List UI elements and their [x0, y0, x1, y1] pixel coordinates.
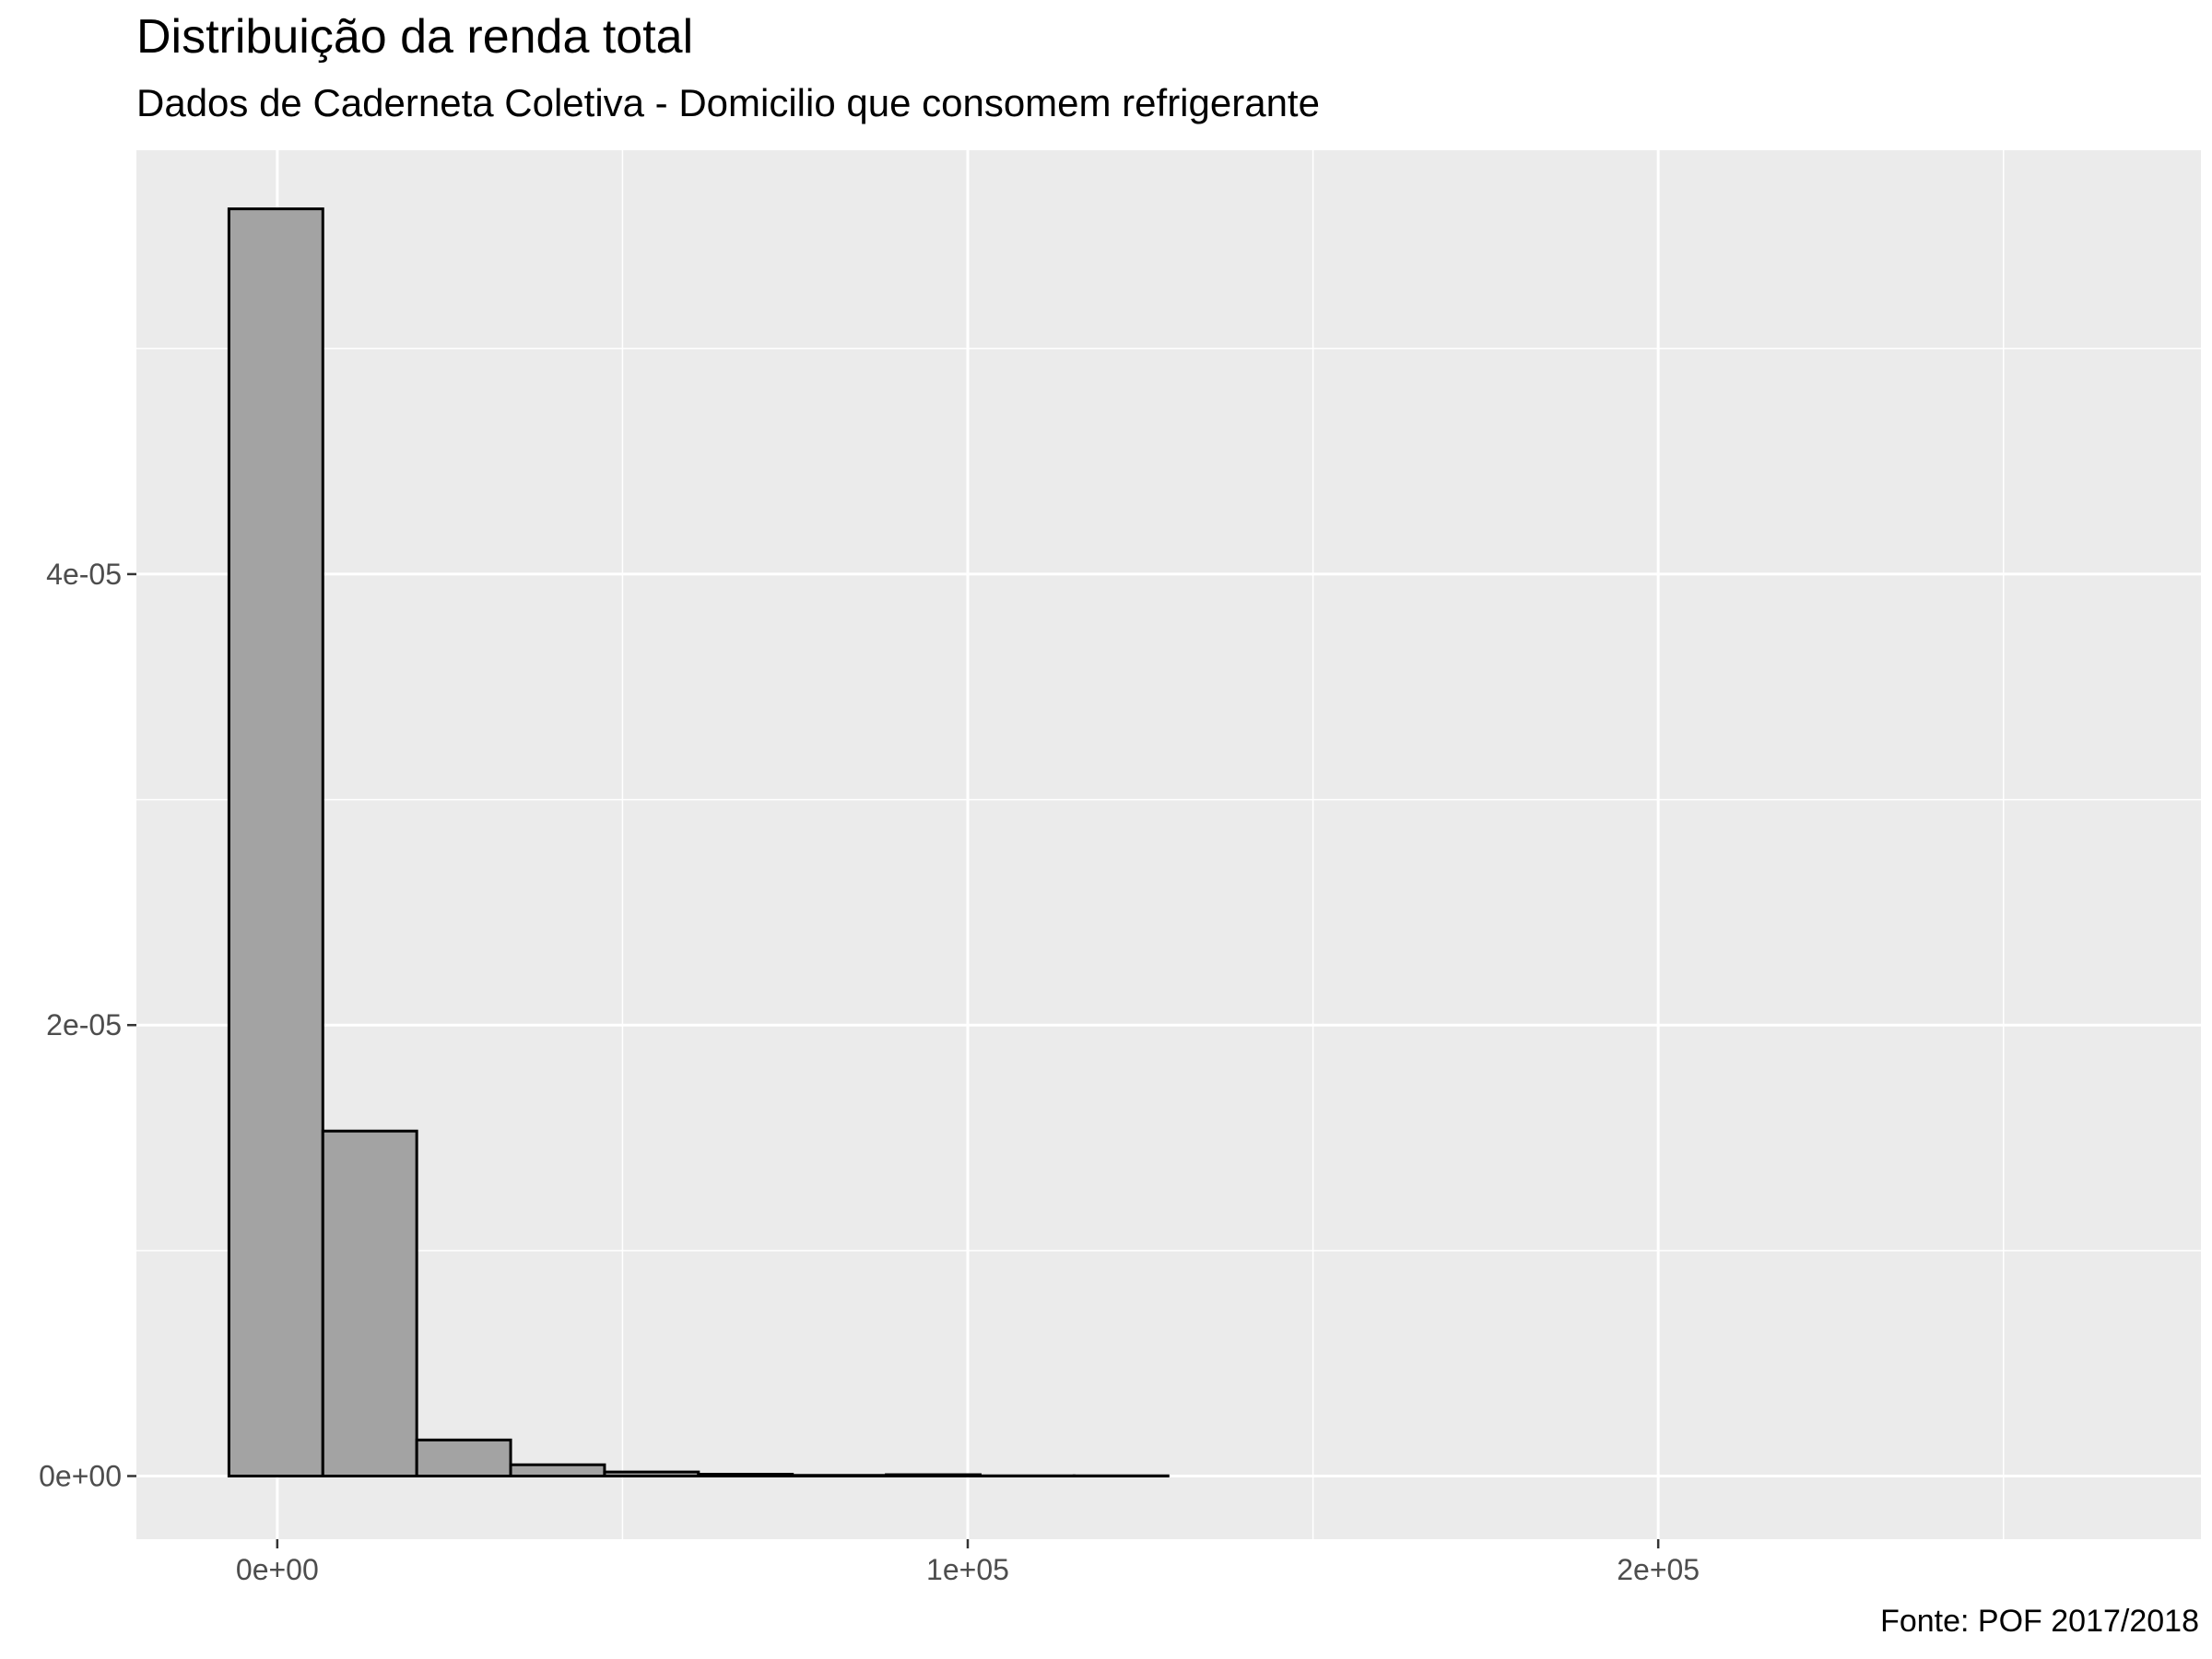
y-axis: 0e+00 2e-05 4e-05: [39, 558, 136, 1493]
y-tick-label: 0e+00: [39, 1460, 122, 1493]
histogram-bar: [603, 1470, 700, 1478]
x-tick-label: 1e+05: [926, 1553, 1009, 1586]
x-axis: 0e+00 1e+05 2e+05: [236, 1539, 1700, 1586]
y-tick-label: 2e-05: [46, 1008, 122, 1041]
histogram-bars: [227, 207, 1170, 1478]
plot-panel: [136, 150, 2201, 1539]
histogram-bar: [509, 1463, 606, 1477]
chart-title: Distribuição da renda total: [136, 10, 694, 64]
y-tick-label: 4e-05: [46, 558, 122, 591]
grid-minor: [136, 150, 2201, 1539]
histogram-bar: [697, 1473, 794, 1477]
x-tick-label: 0e+00: [236, 1553, 319, 1586]
chart-subtitle: Dados de Caderneta Coletiva - Domicilio …: [136, 81, 1320, 124]
histogram-bar: [321, 1129, 418, 1477]
histogram-bar: [227, 207, 324, 1477]
histogram-bar: [415, 1438, 512, 1478]
histogram-bar: [791, 1474, 888, 1478]
x-tick-label: 2e+05: [1617, 1553, 1700, 1586]
histogram-bar: [885, 1473, 982, 1477]
chart-caption: Fonte: POF 2017/2018: [1880, 1604, 2199, 1639]
